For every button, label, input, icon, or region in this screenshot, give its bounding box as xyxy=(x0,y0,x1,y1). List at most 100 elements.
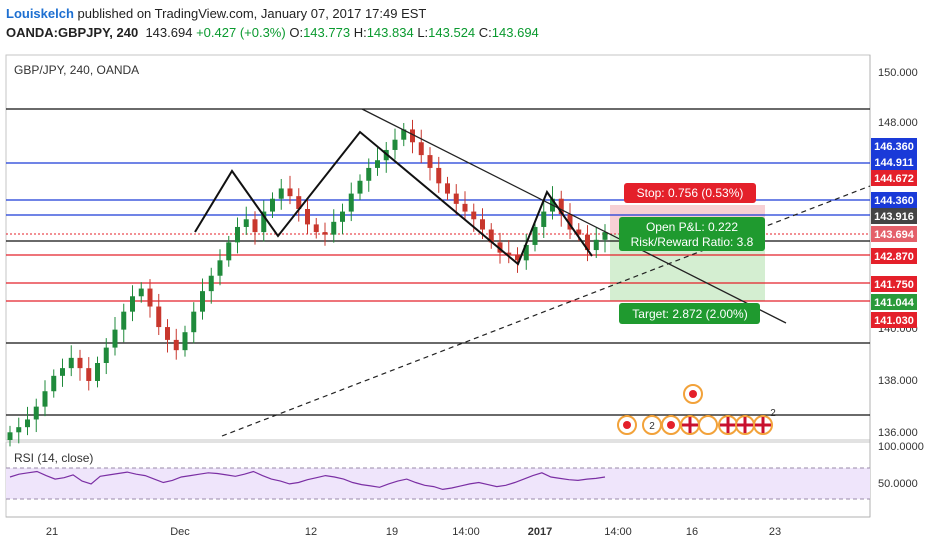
time-tick-label: 21 xyxy=(46,526,58,538)
candle-body[interactable] xyxy=(130,296,135,312)
candle-body[interactable] xyxy=(488,229,494,243)
candle-body[interactable] xyxy=(147,288,153,307)
candle-body[interactable] xyxy=(68,357,74,369)
candle-body[interactable] xyxy=(252,219,258,233)
price-badge[interactable] xyxy=(871,312,917,328)
price-badges: 146.360 144.911 144.672 144.360 143.916 143.6… xyxy=(871,138,917,328)
candle-body[interactable] xyxy=(410,129,415,143)
rsi-band xyxy=(6,468,870,499)
candle-body[interactable] xyxy=(480,219,485,230)
candle-body[interactable] xyxy=(112,329,118,348)
chart-svg[interactable]: GBP/JPY, 240, OANDA RSI (14, close) Stop… xyxy=(0,50,932,550)
candle-body[interactable] xyxy=(357,180,363,194)
candle-body[interactable] xyxy=(156,306,162,328)
price-change: +0.427 (+0.3%) xyxy=(196,25,286,40)
event-flag-icon[interactable] xyxy=(698,415,718,435)
price-badge[interactable] xyxy=(871,276,917,292)
candle-body[interactable] xyxy=(375,160,380,168)
candle-body[interactable] xyxy=(523,244,529,261)
candle-body[interactable] xyxy=(270,198,275,212)
candle-body[interactable] xyxy=(278,188,284,199)
candle-body[interactable] xyxy=(567,214,573,230)
candle-body[interactable] xyxy=(331,221,337,235)
candle-body[interactable] xyxy=(418,142,424,156)
candle-body[interactable] xyxy=(585,234,590,251)
position-info-label[interactable]: Open P&L: 0.222 Risk/Reward Ratio: 3.8 xyxy=(619,217,765,251)
symbol-label[interactable]: OANDA:GBPJPY, 240 xyxy=(6,25,139,40)
candle-body[interactable] xyxy=(191,311,197,333)
candle-body[interactable] xyxy=(217,260,223,276)
time-axis[interactable]: 21 Dec 12 19 14:00 2017 14:00 16 23 xyxy=(46,526,781,538)
candle-body[interactable] xyxy=(576,229,582,235)
candle-body[interactable] xyxy=(305,209,310,225)
candle-body[interactable] xyxy=(86,368,92,381)
event-flag-icon xyxy=(667,421,675,429)
candle-body[interactable] xyxy=(208,275,214,292)
candle-body[interactable] xyxy=(95,363,100,381)
candle-body[interactable] xyxy=(287,188,293,197)
candle-body[interactable] xyxy=(427,155,433,168)
candle-body[interactable] xyxy=(235,226,240,243)
candle-body[interactable] xyxy=(340,211,345,222)
candle-body[interactable] xyxy=(453,193,459,204)
candle-body[interactable] xyxy=(602,232,608,240)
zigzag-pattern-line[interactable] xyxy=(194,130,593,266)
candle-body[interactable] xyxy=(593,239,599,251)
candle-body[interactable] xyxy=(436,167,442,184)
candle-body[interactable] xyxy=(348,193,354,212)
price-badge[interactable] xyxy=(871,170,917,186)
author-link[interactable]: Louiskelch xyxy=(6,6,74,21)
candle-body[interactable] xyxy=(182,332,188,351)
target-label[interactable]: Target: 2.872 (2.00%) xyxy=(619,303,760,324)
candle-body[interactable] xyxy=(60,368,65,376)
candle-body[interactable] xyxy=(532,226,538,245)
price-badge[interactable] xyxy=(871,154,917,170)
candle-body[interactable] xyxy=(16,427,22,433)
candle-body[interactable] xyxy=(401,129,407,140)
candle-body[interactable] xyxy=(515,255,520,261)
candle-body[interactable] xyxy=(392,139,398,150)
ohlc-line: OANDA:GBPJPY, 240 143.694 +0.427 (+0.3%)… xyxy=(6,25,539,40)
candle-body[interactable] xyxy=(541,211,547,227)
candle-body[interactable] xyxy=(51,375,57,392)
candle-body[interactable] xyxy=(322,232,328,235)
candle-body[interactable] xyxy=(313,224,319,233)
pane-title: GBP/JPY, 240, OANDA xyxy=(14,63,139,77)
price-badge[interactable] xyxy=(871,208,917,224)
high-label: H: xyxy=(353,25,367,40)
price-badge-text: 141.044 xyxy=(874,297,915,309)
candle-body[interactable] xyxy=(42,391,48,407)
candle-body[interactable] xyxy=(121,311,127,330)
rsi-line[interactable] xyxy=(9,470,606,491)
price-badge[interactable] xyxy=(871,138,917,154)
published-text: published on TradingView.com, January 07… xyxy=(77,6,427,21)
candle-body[interactable] xyxy=(261,211,267,233)
candle-body[interactable] xyxy=(7,432,13,440)
candle-body[interactable] xyxy=(138,288,144,297)
candle-body[interactable] xyxy=(243,219,249,227)
candle-body[interactable] xyxy=(445,183,450,194)
candle-body[interactable] xyxy=(471,211,477,220)
candle-body[interactable] xyxy=(462,203,468,212)
price-badge[interactable] xyxy=(871,248,917,264)
price-badge[interactable] xyxy=(871,192,917,208)
descending-trendline[interactable] xyxy=(361,108,787,324)
candle-body[interactable] xyxy=(173,339,179,351)
candle-body[interactable] xyxy=(33,406,39,420)
candle-body[interactable] xyxy=(497,242,503,253)
candle-body[interactable] xyxy=(77,357,83,369)
candle-body[interactable] xyxy=(506,252,512,256)
price-badge[interactable] xyxy=(871,226,917,242)
candle-body[interactable] xyxy=(558,198,564,215)
price-badge[interactable] xyxy=(871,294,917,310)
event-icons[interactable]: 2 3 6 2 xyxy=(617,384,776,435)
candle-body[interactable] xyxy=(103,347,109,363)
candle-body[interactable] xyxy=(226,242,232,261)
price-badge-text: 144.672 xyxy=(874,173,914,185)
candle-body[interactable] xyxy=(200,291,205,312)
candle-body[interactable] xyxy=(296,196,302,209)
candle-body[interactable] xyxy=(165,327,170,340)
stop-label[interactable]: Stop: 0.756 (0.53%) xyxy=(624,183,756,203)
candle-body[interactable] xyxy=(25,419,30,428)
candle-body[interactable] xyxy=(366,167,372,181)
